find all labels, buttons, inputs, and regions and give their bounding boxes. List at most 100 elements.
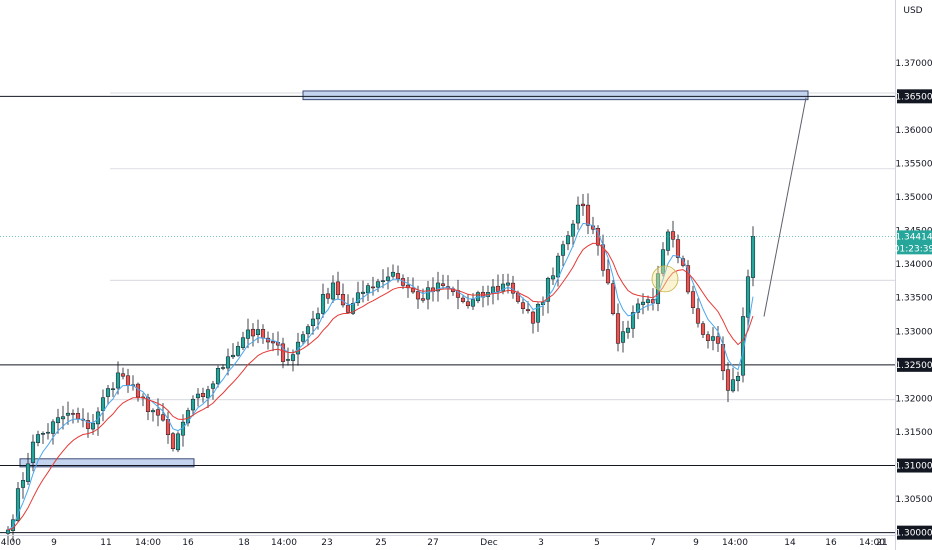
candle-body: [665, 231, 671, 251]
candle-body: [205, 389, 211, 399]
candle-body: [200, 393, 206, 398]
x-tick-label: 9: [693, 538, 699, 548]
y-tick-label: 1.32000: [895, 394, 932, 404]
level-badge: [897, 525, 932, 540]
candle-body: [320, 294, 326, 314]
candle-body: [75, 413, 81, 420]
ema-slow-line: [7, 242, 754, 531]
candle-body: [360, 291, 366, 294]
candle-body: [235, 346, 241, 356]
candle-body: [55, 417, 61, 424]
candle-body: [60, 416, 66, 420]
candle: [70, 409, 76, 424]
candle-body: [620, 331, 626, 343]
candle-body: [220, 367, 226, 369]
candle: [745, 269, 751, 327]
candle-body: [155, 409, 161, 416]
candle: [335, 271, 341, 300]
candle: [285, 347, 291, 366]
x-tick-label: 3: [538, 538, 544, 548]
candle-body: [525, 309, 531, 312]
candle-body: [605, 269, 611, 284]
currency-label[interactable]: USD: [903, 6, 922, 16]
candle: [565, 230, 571, 251]
candle-body: [420, 298, 426, 301]
candle-body: [425, 287, 431, 300]
time-axis[interactable]: 14:00 9 11 14:00 16 18 14:00 23 25 27 Dec 3 5 7 9 14:00…: [0, 535, 895, 549]
candle-body: [625, 327, 631, 333]
candle-body: [380, 280, 386, 283]
plot-background: [0, 0, 895, 535]
candle-body: [70, 413, 76, 415]
supply-demand-zones: [19, 90, 809, 468]
candle-body: [90, 422, 96, 430]
candle: [175, 431, 181, 453]
candle-body: [195, 393, 201, 399]
x-tick-label: 23: [321, 538, 332, 548]
candle-body: [565, 235, 571, 245]
candle-body: [495, 285, 501, 292]
candle-body: [490, 286, 496, 293]
candle-body: [225, 356, 231, 369]
candle: [550, 267, 556, 285]
candle-body: [65, 412, 71, 416]
level-badge-label: 1.31000: [895, 462, 932, 472]
candle: [665, 229, 671, 256]
price-badge-background: [897, 230, 932, 255]
level-badge: [897, 357, 932, 372]
x-tick-label: Dec: [480, 538, 497, 548]
candle-body: [555, 255, 561, 278]
candle-body: [715, 336, 721, 344]
candle-body: [560, 244, 566, 256]
candle: [210, 380, 216, 400]
candle-body: [135, 383, 141, 398]
level-badge-label: 1.32500: [895, 361, 932, 371]
y-tick-label: 1.35500: [895, 159, 932, 169]
candle-body: [45, 431, 51, 434]
candle-body: [5, 529, 11, 534]
candle-body: [585, 204, 591, 226]
candle-body: [305, 326, 311, 335]
x-tick-label: 14:00: [859, 538, 885, 548]
candle-body: [10, 519, 16, 531]
candle: [530, 310, 536, 334]
candle-body: [750, 236, 756, 278]
level-badges: 1.36500 1.32500 1.31000 1.30000: [895, 89, 932, 540]
candle-body: [535, 303, 541, 323]
price-badge-countdown: 01:23:39: [894, 244, 932, 254]
candle-body: [415, 291, 421, 300]
candle: [585, 193, 591, 235]
x-tick-labels: 14:00 9 11 14:00 16 18 14:00 23 25 27 Dec 3 5 7 9 14:00…: [0, 538, 888, 548]
candle-body: [580, 203, 586, 207]
candle-body: [115, 372, 121, 389]
candle-body: [260, 329, 266, 339]
candle: [65, 401, 71, 425]
candle-body: [315, 313, 321, 320]
candle-body: [50, 421, 56, 434]
price-axis[interactable]: USD 1.370001.365001.360001.355001.350001…: [894, 0, 932, 550]
candle-body: [25, 463, 31, 482]
candle: [345, 294, 351, 314]
candle-body: [390, 271, 396, 277]
candle-body: [695, 308, 701, 324]
y-tick-label: 1.33500: [895, 294, 932, 304]
candle-body: [210, 383, 216, 389]
candle-body: [240, 337, 246, 348]
candle-body: [230, 354, 236, 358]
y-tick-label: 1.30500: [895, 495, 932, 505]
candle-body: [730, 379, 736, 392]
candle: [105, 385, 111, 405]
candle: [15, 481, 21, 523]
plot-area[interactable]: [0, 0, 895, 545]
candle-body: [35, 434, 41, 443]
candle: [690, 285, 696, 314]
candle-body: [20, 480, 26, 488]
candle: [545, 276, 551, 314]
candle-body: [290, 354, 296, 361]
candle: [310, 310, 316, 335]
candle: [240, 331, 246, 350]
candle: [610, 280, 616, 316]
candle: [330, 275, 336, 303]
x-tick-label: 14:00: [722, 538, 748, 548]
